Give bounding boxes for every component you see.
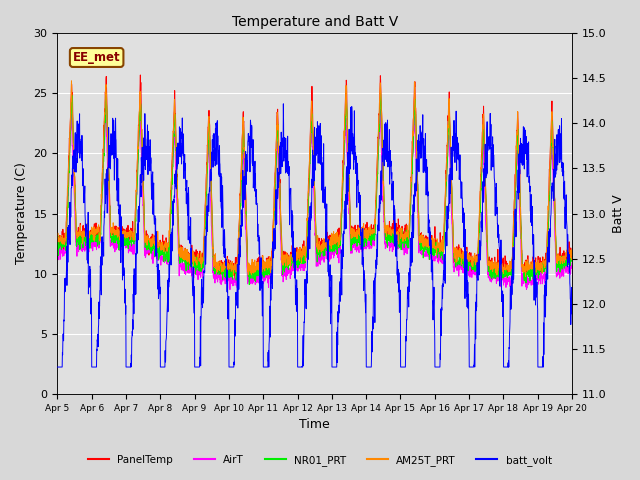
Text: EE_met: EE_met bbox=[73, 51, 120, 64]
X-axis label: Time: Time bbox=[300, 419, 330, 432]
Legend: PanelTemp, AirT, NR01_PRT, AM25T_PRT, batt_volt: PanelTemp, AirT, NR01_PRT, AM25T_PRT, ba… bbox=[84, 451, 556, 470]
Y-axis label: Batt V: Batt V bbox=[612, 194, 625, 233]
Title: Temperature and Batt V: Temperature and Batt V bbox=[232, 15, 398, 29]
Y-axis label: Temperature (C): Temperature (C) bbox=[15, 163, 28, 264]
